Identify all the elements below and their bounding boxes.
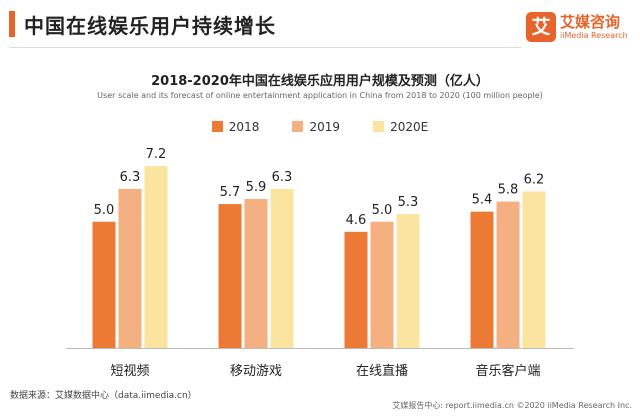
- legend-item-2020e: 2020E: [373, 120, 428, 134]
- chart-subtitle: User scale and its forecast of online en…: [97, 91, 543, 100]
- value-label-2019-2: 5.0: [372, 203, 393, 218]
- category-label-0: 短视频: [110, 364, 149, 379]
- value-label-2020E-3: 6.2: [524, 172, 545, 187]
- category-label-1: 移动游戏: [230, 364, 282, 379]
- bar-2020E-3: [522, 191, 546, 348]
- bar-2019-2: [370, 221, 394, 348]
- brand-logo: 艾 艾媒咨询 iiMedia Research: [526, 12, 634, 48]
- header-divider: [9, 47, 521, 48]
- page-title: 中国在线娱乐用户持续增长: [24, 14, 276, 38]
- logo-mark-icon: 艾: [526, 12, 556, 42]
- legend-swatch-2020e: [373, 120, 385, 132]
- header: 中国在线娱乐用户持续增长 艾 艾媒咨询 iiMedia Research: [0, 0, 640, 62]
- bar-2020E-2: [396, 214, 420, 348]
- bar-2019-3: [496, 201, 520, 348]
- bar-2020E-0: [144, 166, 168, 348]
- value-label-2019-0: 6.3: [120, 170, 141, 185]
- title-accent-bar: [9, 11, 15, 37]
- value-label-2020E-0: 7.2: [146, 147, 167, 162]
- logo-name: 艾媒咨询: [560, 13, 621, 31]
- legend-label-2018: 2018: [228, 119, 260, 134]
- bar-2019-0: [118, 188, 142, 348]
- chart-title: 2018-2020年中国在线娱乐应用用户规模及预测（亿人）: [151, 74, 489, 89]
- value-label-2020E-2: 5.3: [398, 195, 419, 210]
- category-label-3: 音乐客户端: [475, 363, 540, 379]
- bar-2018-1: [218, 204, 242, 348]
- value-label-2018-3: 5.4: [472, 193, 493, 208]
- bar-2020E-1: [270, 188, 294, 348]
- legend-label-2019: 2019: [309, 119, 340, 134]
- data-source-note: 数据来源：艾媒数据中心（data.iimedia.cn）: [10, 391, 197, 401]
- value-label-2019-1: 5.9: [246, 180, 267, 195]
- value-label-2018-1: 5.7: [220, 185, 241, 200]
- legend-item-2019: 2019: [292, 120, 340, 134]
- value-label-2018-2: 4.6: [346, 213, 367, 228]
- legend-swatch-2019: [292, 120, 304, 132]
- value-label-2019-3: 5.8: [498, 183, 519, 198]
- legend-label-2020e: 2020E: [390, 119, 429, 134]
- legend-item-2018: 2018: [211, 119, 260, 134]
- bar-2018-0: [92, 221, 116, 348]
- value-label-2020E-1: 6.3: [272, 170, 293, 185]
- value-label-2018-0: 5.0: [94, 203, 115, 218]
- chart-legend: 2018 2019 2020E: [0, 116, 640, 134]
- copyright-note: 艾媒报告中心: report.iimedia.cn ©2020 iiMedia …: [392, 401, 632, 410]
- bar-2018-3: [470, 211, 494, 348]
- bar-2019-1: [244, 199, 268, 348]
- logo-subtitle: iiMedia Research: [560, 31, 628, 40]
- bar-2018-2: [344, 231, 368, 348]
- category-label-2: 在线直播: [356, 364, 408, 379]
- legend-swatch-2018: [211, 120, 223, 132]
